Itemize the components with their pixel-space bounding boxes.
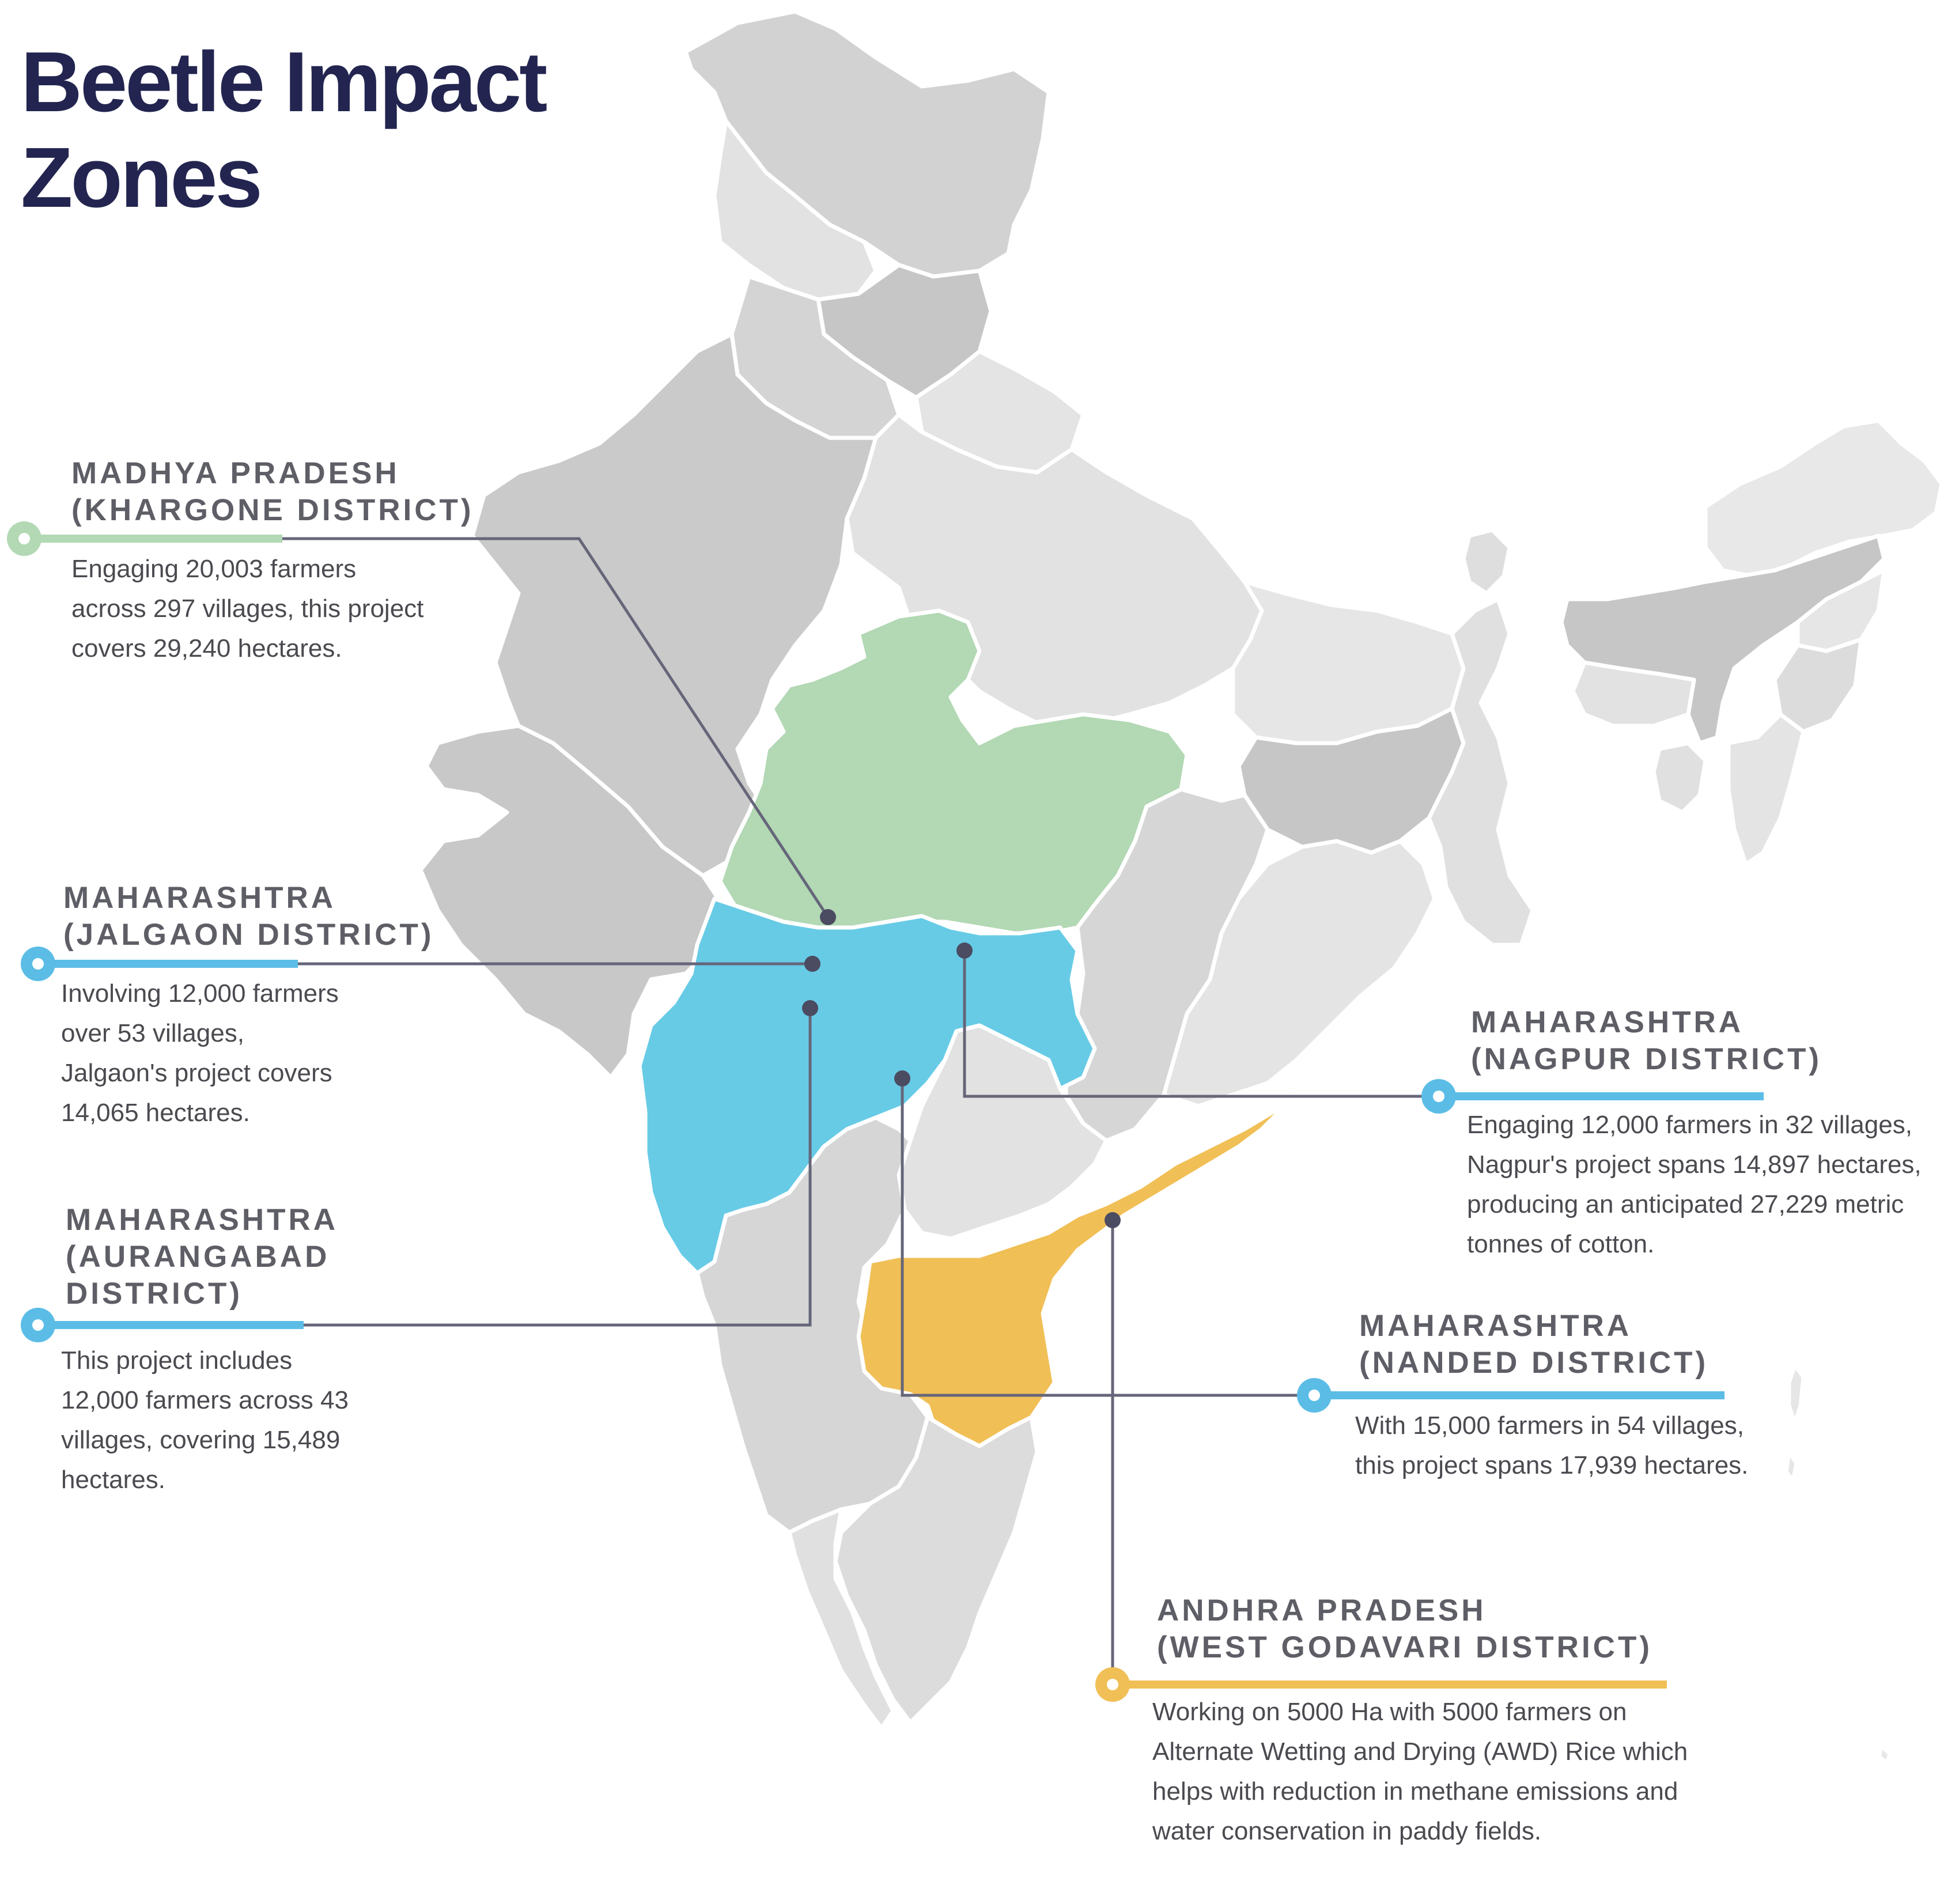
page-title-line-1: Beetle Impact [21, 35, 547, 130]
heading-line: MAHARASHTRA [1471, 1005, 1744, 1039]
heading-line: MAHARASHTRA [66, 1203, 339, 1237]
map-location-dot [956, 942, 973, 959]
callout-marker-center [1433, 1091, 1444, 1102]
state-mizoram [1726, 712, 1806, 866]
body-line: covers 29,240 hectares. [71, 634, 342, 663]
callout-body: Involving 12,000 farmers over 53 village… [61, 974, 339, 1133]
heading-line: (KHARGONE DISTRICT) [71, 493, 474, 527]
state-manipur [1772, 637, 1863, 734]
body-line: Working on 5000 Ha with 5000 farmers on [1152, 1698, 1627, 1726]
body-line: This project includes [61, 1346, 293, 1375]
islands-andaman [1784, 1363, 1892, 1765]
body-line: across 297 villages, this project [71, 595, 424, 623]
leader-line [963, 951, 1439, 1098]
state-tamil-nadu [833, 1415, 1039, 1725]
body-line: Alternate Wetting and Drying (AWD) Rice … [1152, 1738, 1688, 1766]
body-line: tonnes of cotton. [1467, 1230, 1655, 1258]
state-andhra-pradesh[interactable] [856, 1063, 1310, 1466]
body-line: helps with reduction in methane emission… [1152, 1777, 1678, 1805]
body-line: Engaging 12,000 farmers in 32 villages, [1467, 1111, 1912, 1139]
state-meghalaya [1571, 660, 1696, 728]
heading-line: (JALGAON DISTRICT) [63, 918, 434, 952]
page-title: Beetle Impact Zones [21, 35, 547, 226]
callout-marker-center [32, 958, 44, 970]
heading-line: (NANDED DISTRICT) [1359, 1346, 1709, 1380]
body-line: this project spans 17,939 hectares. [1355, 1451, 1749, 1479]
map-location-dot [820, 909, 836, 925]
callout-heading: MADHYA PRADESH (KHARGONE DISTRICT) [71, 455, 474, 529]
state-maharashtra[interactable] [637, 896, 1097, 1275]
body-line: over 53 villages, [61, 1019, 244, 1047]
body-line: hectares. [61, 1466, 165, 1494]
heading-line: ANDHRA PRADESH [1157, 1593, 1487, 1627]
body-line: water conservation in paddy fields. [1152, 1817, 1542, 1845]
body-line: Engaging 20,003 farmers [71, 555, 357, 583]
callout-heading: ANDHRA PRADESH (WEST GODAVARI DISTRICT) [1157, 1592, 1652, 1666]
body-line: With 15,000 farmers in 54 villages, [1355, 1411, 1744, 1440]
callout-heading: MAHARASHTRA (NAGPUR DISTRICT) [1471, 1004, 1822, 1078]
body-line: villages, covering 15,489 [61, 1426, 341, 1454]
body-line: 12,000 farmers across 43 [61, 1386, 349, 1414]
body-line: Jalgaon's project covers [61, 1059, 332, 1087]
state-kerala [787, 1507, 895, 1731]
callout-body: Working on 5000 Ha with 5000 farmers on … [1152, 1692, 1688, 1851]
map-location-dot [1105, 1212, 1121, 1228]
heading-line: DISTRICT) [66, 1277, 243, 1311]
callout-marker-center [1308, 1390, 1320, 1401]
heading-line: (AURANGABAD [66, 1240, 330, 1274]
callout-body: With 15,000 farmers in 54 villages, this… [1355, 1406, 1748, 1485]
body-line: producing an anticipated 27,229 metric [1467, 1190, 1904, 1218]
callout-body: Engaging 12,000 farmers in 32 villages, … [1467, 1105, 1922, 1264]
callout-heading: MAHARASHTRA (JALGAON DISTRICT) [63, 880, 434, 953]
heading-line: (WEST GODAVARI DISTRICT) [1157, 1630, 1652, 1664]
callout-heading: MAHARASHTRA (AURANGABAD DISTRICT) [66, 1202, 338, 1312]
body-line: Nagpur's project spans 14,897 hectares, [1467, 1150, 1922, 1179]
map-location-dot [894, 1070, 910, 1087]
callout-body: Engaging 20,003 farmers across 297 villa… [71, 549, 423, 668]
leader-line [901, 1078, 1314, 1397]
body-line: Involving 12,000 farmers [61, 979, 339, 1008]
map-location-dot [802, 1000, 818, 1016]
heading-line: MAHARASHTRA [1359, 1309, 1632, 1343]
body-line: 14,065 hectares. [61, 1099, 250, 1127]
callout-marker-center [32, 1319, 44, 1331]
heading-line: (NAGPUR DISTRICT) [1471, 1042, 1822, 1076]
map-location-dot [804, 956, 820, 972]
callout-body: This project includes 12,000 farmers acr… [61, 1341, 349, 1500]
state-chhattisgarh [1064, 787, 1270, 1143]
heading-line: MADHYA PRADESH [71, 456, 400, 490]
page-title-line-2: Zones [21, 130, 263, 225]
state-gujarat [418, 724, 728, 1080]
callout-marker-center [18, 533, 30, 544]
state-odisha [1162, 839, 1437, 1108]
callout-heading: MAHARASHTRA (NANDED DISTRICT) [1359, 1308, 1708, 1381]
state-sikkim [1461, 528, 1512, 596]
state-tripura [1651, 741, 1708, 815]
heading-line: MAHARASHTRA [63, 881, 336, 915]
callout-marker-center [1107, 1679, 1118, 1690]
